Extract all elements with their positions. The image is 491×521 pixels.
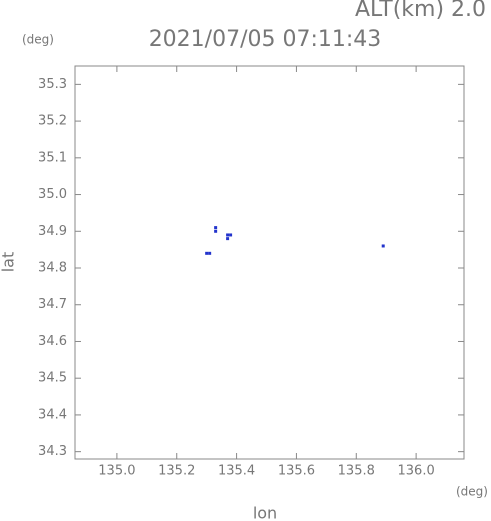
x-tick-label: 135.6 xyxy=(278,464,315,479)
y-tick-label: 34.5 xyxy=(38,371,67,386)
y-tick-label: 34.9 xyxy=(38,224,67,239)
y-unit: (deg) xyxy=(22,33,54,47)
x-tick-label: 135.4 xyxy=(218,464,255,479)
y-tick-label: 34.6 xyxy=(38,334,67,349)
point xyxy=(226,233,230,237)
x-tick-label: 136.0 xyxy=(398,464,435,479)
point xyxy=(381,244,385,248)
y-tick-label: 35.3 xyxy=(38,77,67,92)
x-tick-label: 135.8 xyxy=(338,464,375,479)
annotation: ALT(km) 2.0 xyxy=(355,0,486,22)
y-tick-label: 35.2 xyxy=(38,114,67,129)
x-axis-label: lon xyxy=(253,504,277,521)
point xyxy=(208,251,212,255)
x-tick-label: 135.0 xyxy=(98,464,135,479)
y-tick-label: 34.4 xyxy=(38,407,67,422)
point xyxy=(214,226,218,230)
x-unit: (deg) xyxy=(456,485,488,499)
chart-title: 2021/07/05 07:11:43 xyxy=(149,27,382,52)
point xyxy=(229,233,233,237)
plot-frame xyxy=(74,65,465,460)
y-tick-label: 35.0 xyxy=(38,187,67,202)
point xyxy=(226,237,230,241)
point xyxy=(205,251,209,255)
y-tick-label: 34.3 xyxy=(38,444,67,459)
point xyxy=(214,229,218,233)
x-tick-label: 135.2 xyxy=(158,464,195,479)
y-tick-label: 34.7 xyxy=(38,297,67,312)
y-axis-label: lat xyxy=(0,252,18,273)
y-tick-label: 34.8 xyxy=(38,261,67,276)
y-tick-label: 35.1 xyxy=(38,150,67,165)
